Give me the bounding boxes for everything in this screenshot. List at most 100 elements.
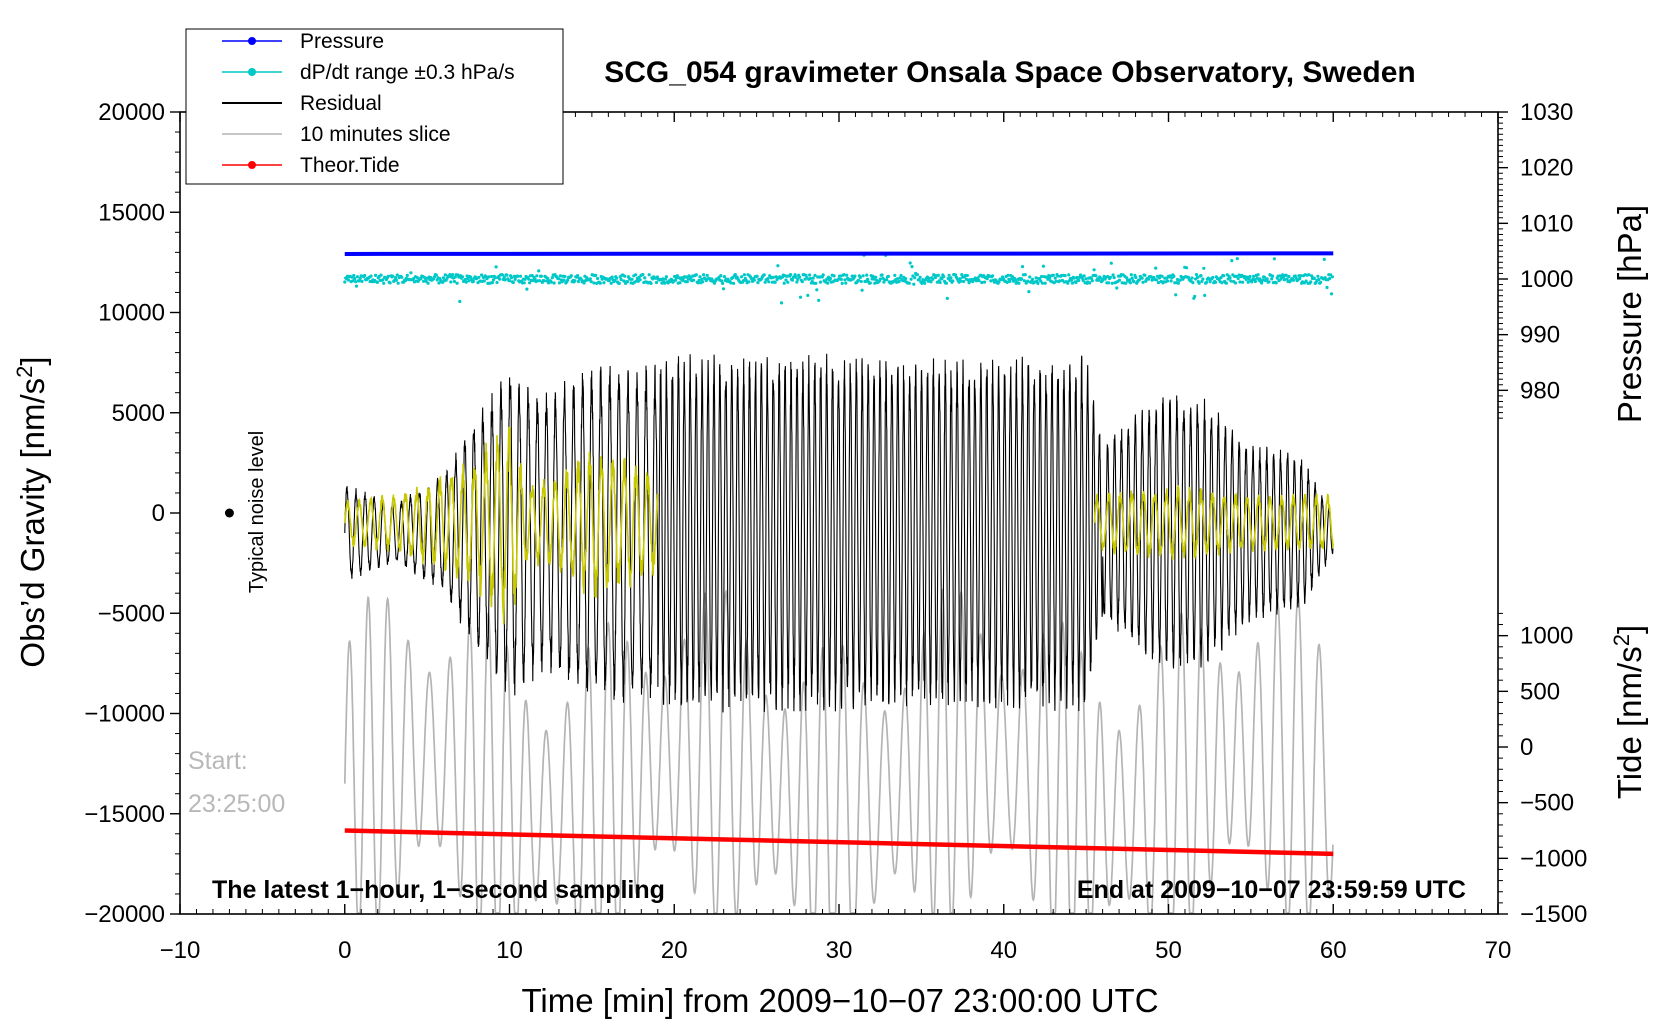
dpdt-point — [1256, 273, 1260, 277]
dpdt-point — [678, 281, 682, 285]
dpdt-point — [1238, 280, 1242, 284]
dpdt-point — [1097, 278, 1101, 282]
dpdt-point — [426, 281, 430, 285]
dpdt-point — [460, 275, 465, 279]
dpdt-point — [550, 276, 554, 280]
filtered-series-line-2 — [1093, 485, 1334, 561]
dpdt-point — [1006, 273, 1010, 277]
dpdt-point — [784, 278, 788, 282]
x-tick-label: 60 — [1320, 937, 1347, 964]
x-axis-title: Time [min] from 2009−10−07 23:00:00 UTC — [521, 982, 1158, 1019]
dpdt-point — [1058, 279, 1062, 283]
dpdt-point — [798, 295, 803, 299]
dpdt-point — [1069, 278, 1074, 282]
dpdt-point — [1261, 278, 1265, 282]
dpdt-point — [740, 275, 744, 279]
dpdt-point — [482, 279, 486, 283]
dpdt-point — [786, 280, 790, 284]
dpdt-point — [522, 281, 526, 285]
dpdt-point — [528, 281, 532, 285]
dpdt-point — [1330, 275, 1334, 279]
dpdt-point — [694, 273, 698, 277]
dpdt-point — [899, 273, 903, 278]
dpdt-point — [945, 296, 949, 300]
y-left-tick-label: −5000 — [98, 600, 165, 627]
dpdt-point — [509, 276, 514, 280]
axis-ticks — [170, 111, 1508, 915]
dpdt-point — [500, 273, 504, 277]
dpdt-point — [1020, 265, 1025, 269]
dpdt-point — [794, 275, 798, 279]
dpdt-point — [967, 281, 971, 285]
dpdt-point — [985, 277, 989, 281]
dpdt-point — [1141, 280, 1145, 284]
dpdt-point — [1107, 281, 1111, 285]
dpdt-point — [1317, 277, 1321, 282]
dpdt-point — [959, 279, 963, 283]
dpdt-point — [880, 273, 884, 277]
dpdt-point — [1282, 278, 1286, 282]
dpdt-point — [1143, 273, 1147, 277]
dpdt-point — [1235, 257, 1239, 261]
dpdt-point — [927, 276, 931, 281]
dpdt-point — [360, 279, 364, 283]
dpdt-point — [806, 293, 810, 297]
typical-noise-label: Typical noise level — [246, 431, 268, 593]
dpdt-point — [596, 276, 600, 281]
dpdt-point — [907, 281, 911, 285]
dpdt-point — [498, 277, 502, 281]
dpdt-point — [897, 279, 901, 283]
dpdt-point — [1224, 281, 1228, 285]
dpdt-point — [1092, 268, 1096, 272]
dpdt-point — [976, 276, 980, 280]
dpdt-point — [697, 278, 701, 282]
dpdt-point — [518, 274, 523, 278]
dpdt-point — [1066, 281, 1070, 285]
dpdt-point — [1316, 274, 1320, 278]
dpdt-point — [1074, 280, 1078, 285]
dpdt-point — [343, 280, 347, 284]
dpdt-point — [1203, 293, 1207, 297]
dpdt-point — [566, 278, 570, 282]
dpdt-point — [1109, 261, 1113, 265]
dpdt-point — [817, 298, 821, 302]
dpdt-point — [1134, 275, 1138, 280]
pressure-tick-label: 1010 — [1520, 210, 1573, 237]
dpdt-point — [771, 275, 775, 279]
dpdt-point — [638, 278, 642, 282]
dpdt-point — [853, 274, 857, 278]
dpdt-point — [623, 274, 627, 278]
y-axis-title-left-sup: 2 — [12, 366, 37, 378]
dpdt-point — [1222, 274, 1226, 278]
dpdt-point — [1298, 276, 1302, 281]
dpdt-point — [1108, 275, 1112, 279]
dpdt-point — [701, 280, 705, 284]
dpdt-point — [394, 278, 398, 282]
dpdt-point — [494, 265, 498, 269]
dpdt-point — [573, 279, 577, 283]
dpdt-point — [1172, 274, 1176, 278]
dpdt-point — [1325, 285, 1329, 290]
dpdt-point — [1146, 277, 1151, 281]
y-axis-title-tide-close: ] — [1611, 625, 1648, 634]
dpdt-point — [1234, 274, 1238, 278]
dpdt-point — [741, 279, 746, 283]
dpdt-point — [1228, 276, 1232, 280]
dpdt-point — [776, 264, 780, 268]
start-label: Start: — [188, 747, 248, 775]
dpdt-point — [843, 278, 847, 282]
tide-tick-label: 1000 — [1520, 623, 1573, 650]
note-left: The latest 1−hour, 1−second sampling — [212, 876, 665, 904]
y-axis-title-left: Obs’d Gravity [nm/s2] — [12, 356, 51, 667]
dpdt-point — [1054, 279, 1058, 283]
dpdt-point — [1213, 280, 1218, 284]
dpdt-point — [400, 275, 404, 279]
dpdt-point — [552, 281, 556, 285]
dpdt-point — [589, 280, 593, 284]
dpdt-point — [562, 278, 566, 282]
legend-marker — [248, 68, 256, 76]
dpdt-point — [826, 281, 830, 285]
dpdt-point — [1197, 281, 1201, 285]
legend-items: Pressure dP/dt range ±0.3 hPa/s Residual 10… — [222, 30, 515, 177]
dpdt-point — [1154, 266, 1158, 270]
